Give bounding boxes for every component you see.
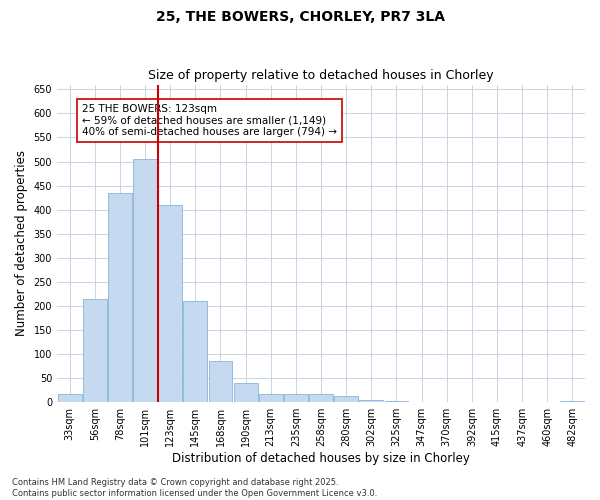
Bar xyxy=(58,394,82,402)
Bar xyxy=(334,396,358,402)
Bar xyxy=(284,394,308,402)
Bar xyxy=(209,362,232,402)
Bar xyxy=(184,301,207,402)
Bar xyxy=(158,205,182,402)
Bar xyxy=(83,298,107,402)
Bar xyxy=(560,401,584,402)
Y-axis label: Number of detached properties: Number of detached properties xyxy=(15,150,28,336)
Bar xyxy=(309,394,333,402)
Text: Contains HM Land Registry data © Crown copyright and database right 2025.
Contai: Contains HM Land Registry data © Crown c… xyxy=(12,478,377,498)
Bar xyxy=(133,159,157,402)
Title: Size of property relative to detached houses in Chorley: Size of property relative to detached ho… xyxy=(148,69,494,82)
Text: 25, THE BOWERS, CHORLEY, PR7 3LA: 25, THE BOWERS, CHORLEY, PR7 3LA xyxy=(155,10,445,24)
Bar xyxy=(108,193,132,402)
Bar xyxy=(259,394,283,402)
Bar xyxy=(359,400,383,402)
Text: 25 THE BOWERS: 123sqm
← 59% of detached houses are smaller (1,149)
40% of semi-d: 25 THE BOWERS: 123sqm ← 59% of detached … xyxy=(82,104,337,137)
Bar xyxy=(233,383,257,402)
X-axis label: Distribution of detached houses by size in Chorley: Distribution of detached houses by size … xyxy=(172,452,470,465)
Bar xyxy=(385,401,409,402)
